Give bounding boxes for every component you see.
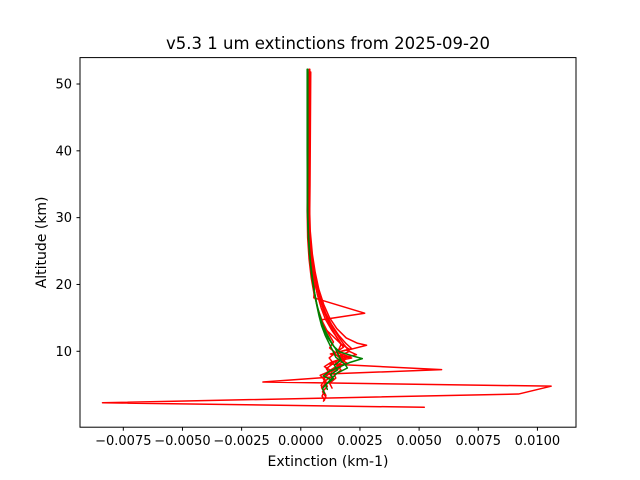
y-tick-label: 30: [55, 211, 72, 226]
green-profile-3: [306, 68, 342, 384]
red-profile-6: [306, 68, 337, 401]
y-tick-label: 50: [55, 77, 72, 92]
chart-title: v5.3 1 um extinctions from 2025-09-20: [166, 34, 490, 53]
x-axis-ticks: −0.0075 −0.0050 −0.0025 0.0000 0.0025 0.0050 0…: [95, 427, 560, 449]
y-tick-label: 10: [55, 345, 72, 360]
x-tick-label: 0.0025: [337, 434, 383, 449]
x-tick-label: −0.0025: [213, 434, 269, 449]
x-tick-label: 0.0075: [456, 434, 502, 449]
y-tick-label: 40: [55, 144, 72, 159]
x-tick-label: 0.0050: [396, 434, 442, 449]
plot-area: [80, 57, 576, 428]
axes-spines: [79, 57, 577, 428]
y-tick-label: 20: [55, 278, 72, 293]
x-tick-label: 0.0100: [515, 434, 561, 449]
x-tick-label: −0.0050: [154, 434, 210, 449]
x-tick-label: −0.0075: [95, 434, 151, 449]
y-axis-ticks: 10 20 30 40 50: [55, 77, 80, 360]
y-axis-label: Altitude (km): [34, 196, 50, 288]
x-axis-label: Extinction (km-1): [268, 454, 389, 470]
profile-lines: [101, 68, 552, 409]
x-tick-label: 0.0000: [278, 434, 324, 449]
